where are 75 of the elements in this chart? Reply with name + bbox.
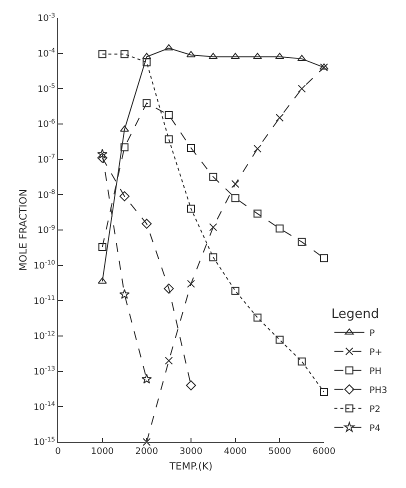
point	[231, 180, 240, 188]
point	[142, 374, 152, 384]
point	[276, 224, 284, 233]
point	[298, 238, 306, 246]
point	[320, 388, 328, 396]
legend-label: P+	[369, 348, 382, 358]
point	[186, 50, 196, 58]
y-axis-title: MOLE FRACTION	[18, 189, 30, 271]
x-tick-label: 2000	[135, 446, 158, 457]
legend-label: P	[369, 328, 376, 339]
point	[142, 218, 152, 229]
y-tick-label: 10$^{-12}$	[33, 330, 56, 342]
x-tick-label: 4000	[224, 446, 248, 457]
y-tick-label: 10$^{-10}$	[33, 260, 56, 272]
point	[98, 243, 106, 252]
point	[120, 125, 130, 132]
x-tick-label: 1000	[90, 446, 114, 457]
x-tick-label: 6000	[312, 446, 336, 457]
x-tick-label: 5000	[268, 446, 292, 457]
point	[275, 52, 284, 60]
point	[164, 284, 174, 294]
point	[276, 336, 284, 344]
point	[254, 144, 262, 153]
point	[298, 84, 306, 93]
y-tick-label: 10$^{-15}$	[33, 436, 56, 448]
point	[142, 99, 151, 108]
point	[209, 172, 218, 181]
point	[187, 144, 195, 152]
point	[97, 148, 108, 159]
x-axis-title: TEMP.(K)	[168, 461, 213, 472]
point	[97, 152, 108, 163]
y-tick-label: 10$^{-9}$	[37, 224, 56, 236]
point	[164, 356, 173, 365]
point	[142, 58, 151, 66]
point	[120, 50, 128, 58]
y-tick-label: 10$^{-3}$	[37, 12, 56, 24]
point	[98, 277, 107, 284]
y-tick-label: 10$^{-4}$	[37, 48, 56, 60]
y-tick-label: 10$^{-11}$	[33, 295, 56, 307]
y-tick-label: 10$^{-5}$	[37, 83, 56, 95]
point	[254, 210, 262, 218]
point	[120, 143, 128, 152]
point	[187, 280, 195, 288]
y-tick-label: 10$^{-7}$	[37, 154, 56, 166]
point	[276, 114, 284, 122]
legend-label: P4	[369, 424, 381, 434]
point	[186, 380, 196, 390]
y-tick-label: 10$^{-13}$	[33, 366, 56, 378]
point	[252, 52, 262, 60]
point	[187, 204, 195, 213]
legend-label: PH3	[369, 386, 388, 396]
legend-title: Legend	[331, 306, 380, 322]
x-tick-label: 0	[55, 446, 62, 457]
point	[254, 314, 262, 322]
legend-label: P2	[369, 404, 380, 415]
point	[231, 194, 240, 202]
point	[209, 223, 218, 232]
point	[298, 357, 306, 366]
point	[98, 50, 106, 58]
point	[231, 286, 240, 295]
point	[119, 191, 130, 202]
point	[230, 52, 240, 60]
point	[164, 135, 173, 144]
legend-label: PH	[369, 366, 382, 377]
point	[164, 110, 173, 119]
point	[320, 254, 328, 262]
point	[209, 253, 218, 262]
point	[297, 54, 306, 62]
y-tick-label: 10$^{-6}$	[37, 118, 56, 130]
y-tick-label: 10$^{-8}$	[37, 189, 56, 201]
y-tick-label: 10$^{-14}$	[33, 401, 56, 413]
point	[142, 52, 152, 60]
point	[208, 52, 218, 60]
x-tick-label: 3000	[180, 446, 203, 457]
point	[119, 289, 130, 299]
